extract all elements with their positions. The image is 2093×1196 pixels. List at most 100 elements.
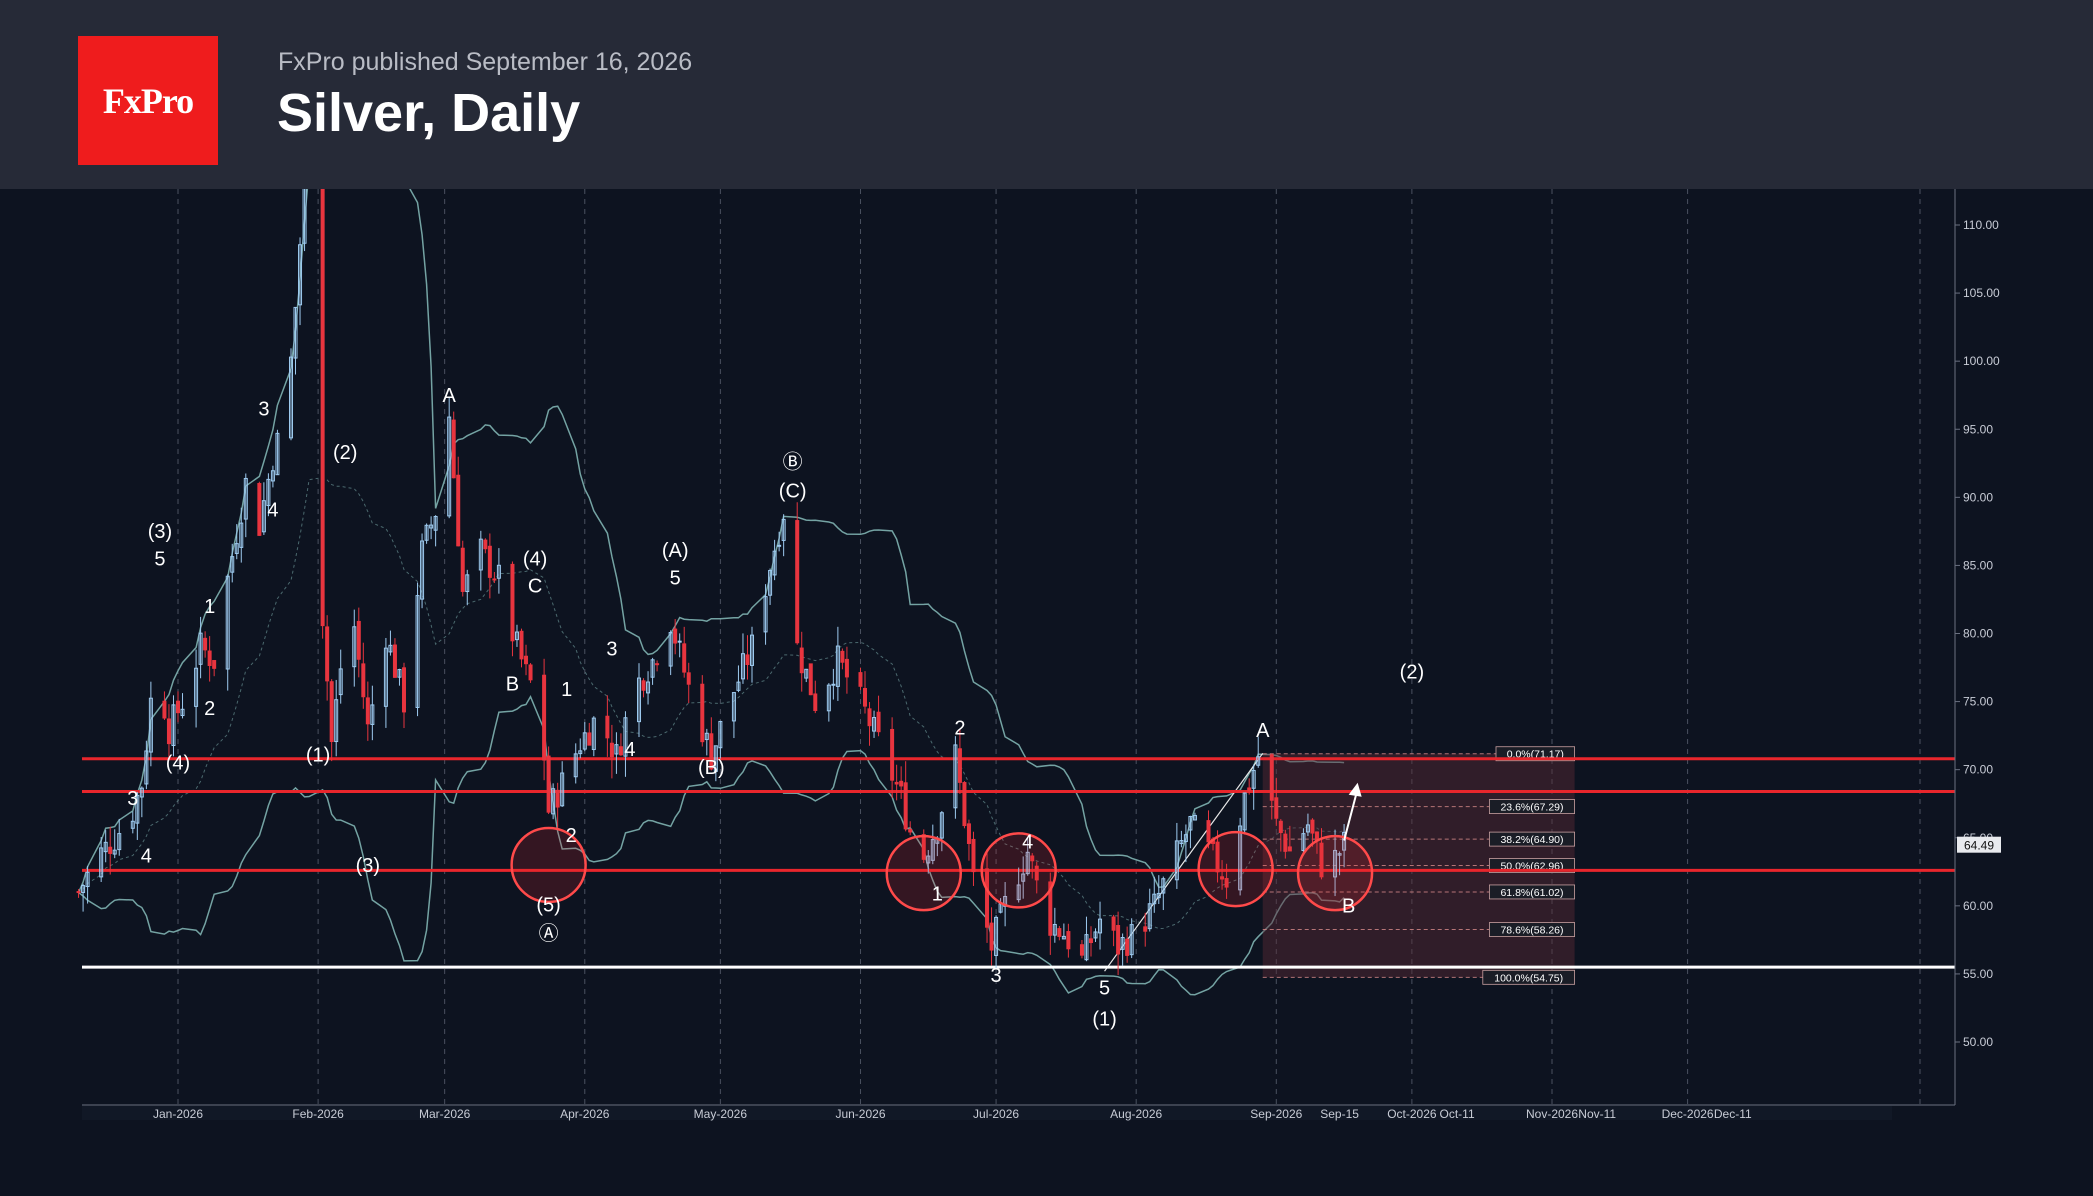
bear-candle	[1287, 846, 1292, 852]
bull-candle	[266, 478, 271, 507]
fib-label-box	[1488, 831, 1575, 847]
bear-candle	[166, 718, 171, 745]
price-chart[interactable]: 0.0%(71.17) 23.6%(67.29) 38.2%(64.90) 50.0%…	[0, 128, 2093, 1125]
bear-candle	[519, 630, 524, 660]
bear-candle	[176, 700, 180, 714]
x-tick-label: Oct-2026	[1387, 1107, 1437, 1121]
wave-label: 4	[141, 845, 152, 867]
bull-candle	[1156, 892, 1161, 899]
bear-candle	[1030, 855, 1035, 862]
bear-candle	[392, 644, 397, 678]
fib-level-label: 78.6%(58.26)	[1500, 925, 1563, 937]
wave-label: 2	[204, 698, 215, 720]
bear-candle	[971, 838, 976, 873]
x-tick-label: Nov-11	[1578, 1107, 1616, 1121]
bull-candle	[1052, 923, 1057, 936]
wave-label: A	[1256, 720, 1270, 742]
bull-candle	[872, 717, 877, 732]
bull-candle	[370, 704, 375, 725]
bear-candle	[985, 868, 990, 928]
bull-candle	[420, 540, 425, 600]
bull-candle	[831, 683, 836, 686]
x-tick-label: Oct-11	[1440, 1107, 1475, 1121]
bull-candle	[180, 708, 185, 717]
fib-label-box	[1488, 922, 1575, 937]
wave-label: 4	[1022, 832, 1033, 854]
bull-candle	[1337, 853, 1342, 856]
bear-candle	[1111, 916, 1116, 931]
y-tick-label: 50.00	[1963, 1035, 1993, 1049]
wave-label: (A)	[662, 540, 689, 562]
bull-candle	[1093, 931, 1098, 939]
bear-candle	[212, 660, 217, 669]
bull-candle	[239, 522, 244, 548]
wave-label: B	[1342, 896, 1355, 918]
bull-candle	[591, 717, 596, 751]
bull-candle	[415, 595, 420, 708]
bull-candle	[81, 885, 86, 893]
bull-candle	[1301, 833, 1306, 851]
bear-candle	[207, 650, 212, 667]
wave-label: Ⓐ	[539, 922, 559, 945]
bear-candle	[966, 823, 971, 844]
bull-candle	[352, 626, 357, 668]
bear-candle	[1220, 876, 1225, 880]
bear-candle	[700, 683, 705, 743]
bull-candle	[646, 681, 651, 694]
x-tick-label: Sep-15	[1320, 1107, 1359, 1121]
bear-candle	[1116, 925, 1121, 955]
bear-candle	[795, 520, 800, 644]
bull-candle	[1192, 814, 1197, 821]
bear-candle	[162, 700, 167, 719]
bull-candle	[763, 596, 768, 633]
wave-label: 3	[606, 638, 617, 660]
bull-candle	[1179, 840, 1184, 845]
bear-candle	[1247, 787, 1252, 792]
bear-candle	[682, 643, 687, 673]
y-tick-label: 85.00	[1963, 558, 1993, 572]
bull-candle	[731, 692, 736, 722]
bull-candle	[171, 704, 176, 747]
bull-candle	[1305, 824, 1310, 833]
highlight-circle	[885, 834, 963, 912]
bull-candle	[551, 788, 556, 815]
wave-label: 1	[932, 883, 943, 905]
wave-label: Ⓑ	[783, 451, 803, 474]
bull-candle	[148, 697, 153, 753]
y-tick-label: 60.00	[1963, 899, 1993, 913]
bull-candle	[275, 432, 280, 476]
wave-label: 5	[1099, 977, 1110, 999]
last-price-tag	[1957, 836, 2001, 853]
bull-candle	[424, 524, 429, 541]
bull-candle	[718, 720, 723, 749]
bull-candle	[560, 772, 565, 807]
bull-candle	[1238, 825, 1243, 891]
bear-candle	[587, 732, 592, 746]
y-tick-label: 80.00	[1963, 627, 1993, 641]
bear-candle	[618, 746, 623, 756]
bear-candle	[989, 922, 994, 951]
bull-candle	[623, 717, 628, 757]
last-price-label: 64.49	[1964, 839, 1994, 853]
y-tick-label: 110.00	[1963, 218, 1999, 232]
bull-candle	[650, 659, 655, 678]
y-tick-label: 100.00	[1963, 354, 2000, 368]
bear-candle	[1319, 842, 1324, 878]
bear-candle	[492, 578, 497, 581]
y-tick-label: 90.00	[1963, 490, 1993, 504]
y-tick-label: 70.00	[1963, 763, 1993, 777]
bear-candle	[609, 742, 614, 758]
x-tick-label: Dec-11	[1714, 1107, 1752, 1121]
bear-candle	[899, 780, 904, 787]
bear-candle	[908, 828, 913, 833]
bull-candle	[261, 500, 266, 533]
wave-label: 3	[991, 965, 1002, 987]
bull-candle	[139, 787, 144, 798]
wave-label: 5	[670, 567, 681, 589]
x-tick-label: Sep-2026	[1250, 1107, 1302, 1121]
bull-candle	[1147, 903, 1152, 930]
wave-label: C	[528, 576, 542, 598]
bull-candle	[85, 871, 90, 888]
bull-candle	[198, 632, 203, 665]
wave-label: (5)	[536, 894, 560, 916]
